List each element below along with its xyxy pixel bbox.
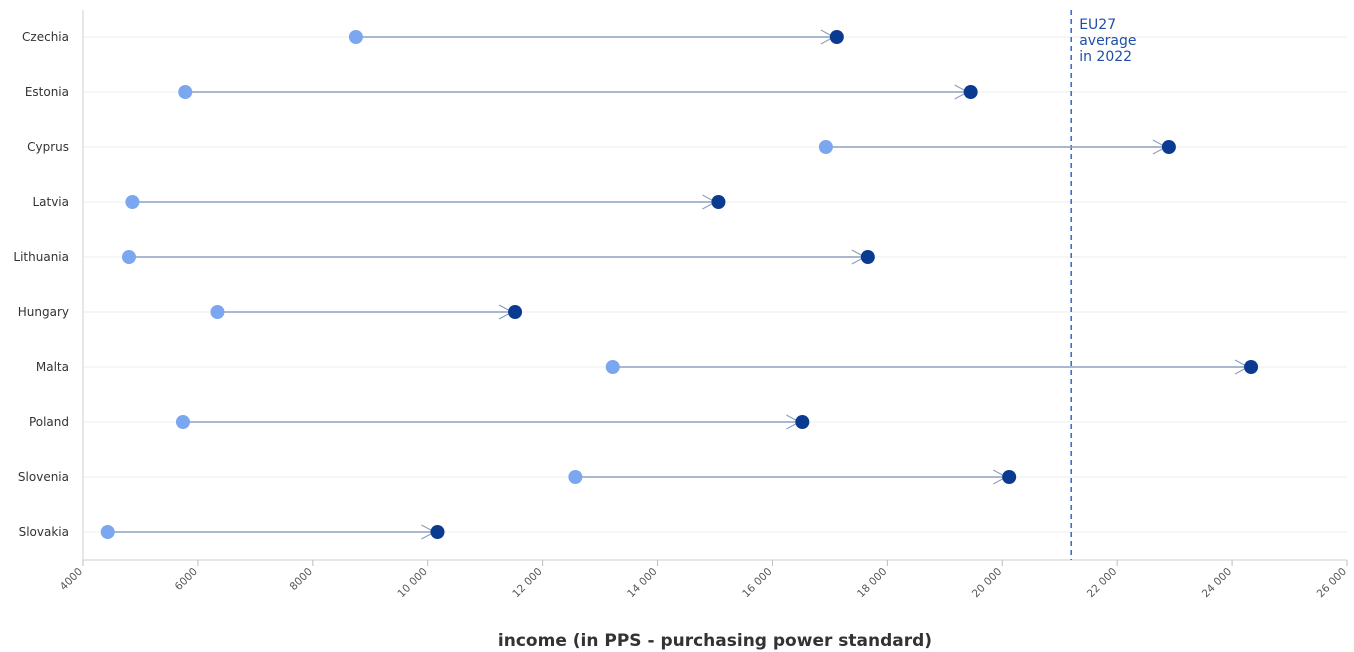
end-point [1161,140,1176,154]
x-tick-label: 6000 [173,566,200,593]
start-point [175,415,190,429]
eu27-average-label: in 2022 [1079,49,1132,65]
category-label: Hungary [18,305,69,319]
x-tick-label: 12 000 [510,566,544,600]
end-point [963,85,978,99]
x-tick-label: 14 000 [625,566,659,600]
start-point [605,360,620,374]
category-label: Lithuania [13,250,69,264]
start-point [348,30,363,44]
x-tick-label: 24 000 [1200,566,1234,600]
x-axis: 4000 6000 8000 10 000 12 000 14 000 16 000 18 0… [58,10,1349,600]
start-point [121,250,136,264]
x-tick-label: 20 000 [970,566,1004,600]
start-point [818,140,833,154]
start-point [100,525,115,539]
x-tick-label: 4000 [58,566,85,593]
end-point [829,30,844,44]
category-label: Poland [29,415,69,429]
start-point [125,195,140,209]
x-tick-label: 18 000 [855,566,889,600]
category-label: Czechia [22,30,69,44]
start-point [178,85,193,99]
category-label: Slovakia [19,525,69,539]
end-point [1244,360,1259,374]
end-point [860,250,875,264]
end-point [711,195,726,209]
x-tick-label: 22 000 [1085,566,1119,600]
start-point [568,470,583,484]
end-point [1002,470,1017,484]
x-tick-label: 26 000 [1315,566,1349,600]
category-label: Estonia [25,85,69,99]
eu27-average-label: EU27 [1079,17,1116,33]
end-point [508,305,523,319]
x-tick-label: 16 000 [740,566,774,600]
category-label: Malta [36,360,69,374]
category-label: Slovenia [18,470,69,484]
eu27-average-label: average [1079,33,1136,49]
category-label: Cyprus [27,140,69,154]
x-axis-title: income (in PPS - purchasing power standa… [498,631,932,651]
data-rows: Czechia Estonia Cyprus Latvia Lithuania Hunga… [13,29,1259,540]
end-point [430,525,445,539]
x-tick-label: 10 000 [395,566,429,600]
gridlines [83,36,1347,533]
end-point [795,415,810,429]
x-tick-label: 8000 [288,566,315,593]
start-point [210,305,225,319]
category-label: Latvia [32,195,69,209]
